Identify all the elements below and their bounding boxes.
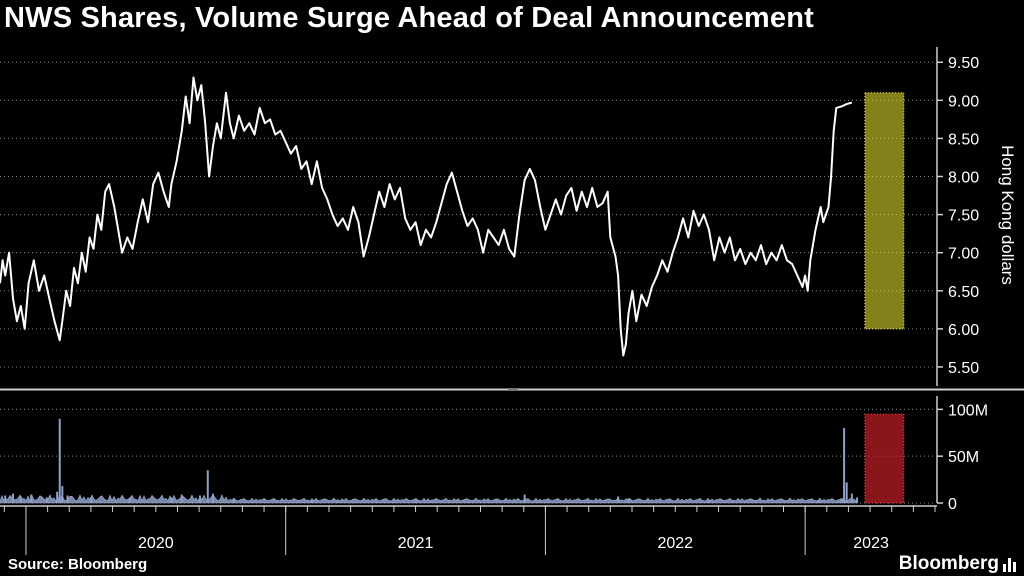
volume-bar: [414, 501, 417, 503]
volume-highlight-box: [864, 413, 905, 504]
volume-bar: [523, 494, 526, 503]
price-y-axis: 5.50 6.00 6.50 7.00 7.50 8.00 8.50 9.00 9.50: [936, 47, 979, 386]
x-tick-label: 2023: [853, 535, 889, 552]
volume-y-axis: 0 50M 100M: [936, 396, 988, 513]
volume-bar: [11, 493, 14, 503]
volume-tick-label: 50M: [948, 449, 979, 466]
volume-tick-label: 0: [948, 496, 957, 513]
volume-bar: [66, 495, 69, 503]
x-tick-label: 2022: [657, 535, 693, 552]
volume-highlight-rect: [864, 413, 905, 504]
volume-bar: [840, 498, 843, 503]
price-tick-label: 8.00: [948, 170, 979, 187]
volume-bar: [198, 495, 201, 503]
price-series-line: [0, 76, 853, 357]
volume-bar: [310, 500, 313, 503]
price-tick-label: 8.50: [948, 131, 979, 148]
panel-divider-handle[interactable]: [508, 388, 518, 391]
price-tick-label: 6.50: [948, 284, 979, 301]
price-line-group: [0, 76, 853, 357]
volume-gridlines: [0, 408, 935, 504]
price-tick-label: 6.00: [948, 322, 979, 339]
volume-bar: [56, 491, 59, 503]
volume-bar: [817, 500, 820, 503]
source-note: Source: Bloomberg: [8, 556, 148, 573]
volume-bar: [61, 486, 64, 503]
volume-bar: [30, 494, 33, 503]
price-tick-label: 5.50: [948, 360, 979, 377]
volume-bar: [232, 498, 235, 503]
bloomberg-logo: Bloomberg: [899, 553, 1016, 575]
brand-bars-icon: [1003, 556, 1016, 572]
volume-bar: [170, 497, 173, 503]
volume-bar: [128, 498, 131, 503]
volume-bar: [850, 493, 853, 503]
price-tick-label: 9.50: [948, 55, 979, 72]
volume-bar: [708, 500, 711, 503]
volume-bar: [4, 495, 7, 503]
volume-bar: [45, 497, 48, 503]
price-highlight-rect: [864, 92, 905, 330]
volume-bar: [843, 428, 846, 503]
volume-bar: [845, 482, 848, 503]
volume-bar: [856, 497, 859, 503]
brand-text: Bloomberg: [898, 553, 999, 574]
volume-tick-label: 100M: [948, 402, 988, 419]
chart-title: NWS Shares, Volume Surge Ahead of Deal A…: [4, 2, 814, 34]
volume-baseline-area: [0, 494, 858, 504]
price-highlight-box: [864, 92, 905, 330]
x-tick-label: 2020: [138, 535, 174, 552]
price-tick-label: 7.00: [948, 246, 979, 263]
price-axis-title: Hong Kong dollars: [998, 145, 1017, 285]
price-tick-label: 7.50: [948, 208, 979, 225]
price-tick-label: 9.00: [948, 93, 979, 110]
x-tick-label: 2021: [398, 535, 434, 552]
volume-bar: [627, 498, 630, 503]
volume-bar: [617, 496, 620, 503]
volume-bar: [89, 497, 92, 503]
volume-bars: [0, 418, 859, 504]
volume-bar: [211, 493, 214, 503]
x-axis: 2020 2021 2022 2023: [0, 505, 937, 555]
volume-bar: [58, 418, 61, 503]
volume-bar: [19, 496, 22, 503]
volume-bar: [180, 494, 183, 503]
volume-bar: [206, 470, 209, 503]
